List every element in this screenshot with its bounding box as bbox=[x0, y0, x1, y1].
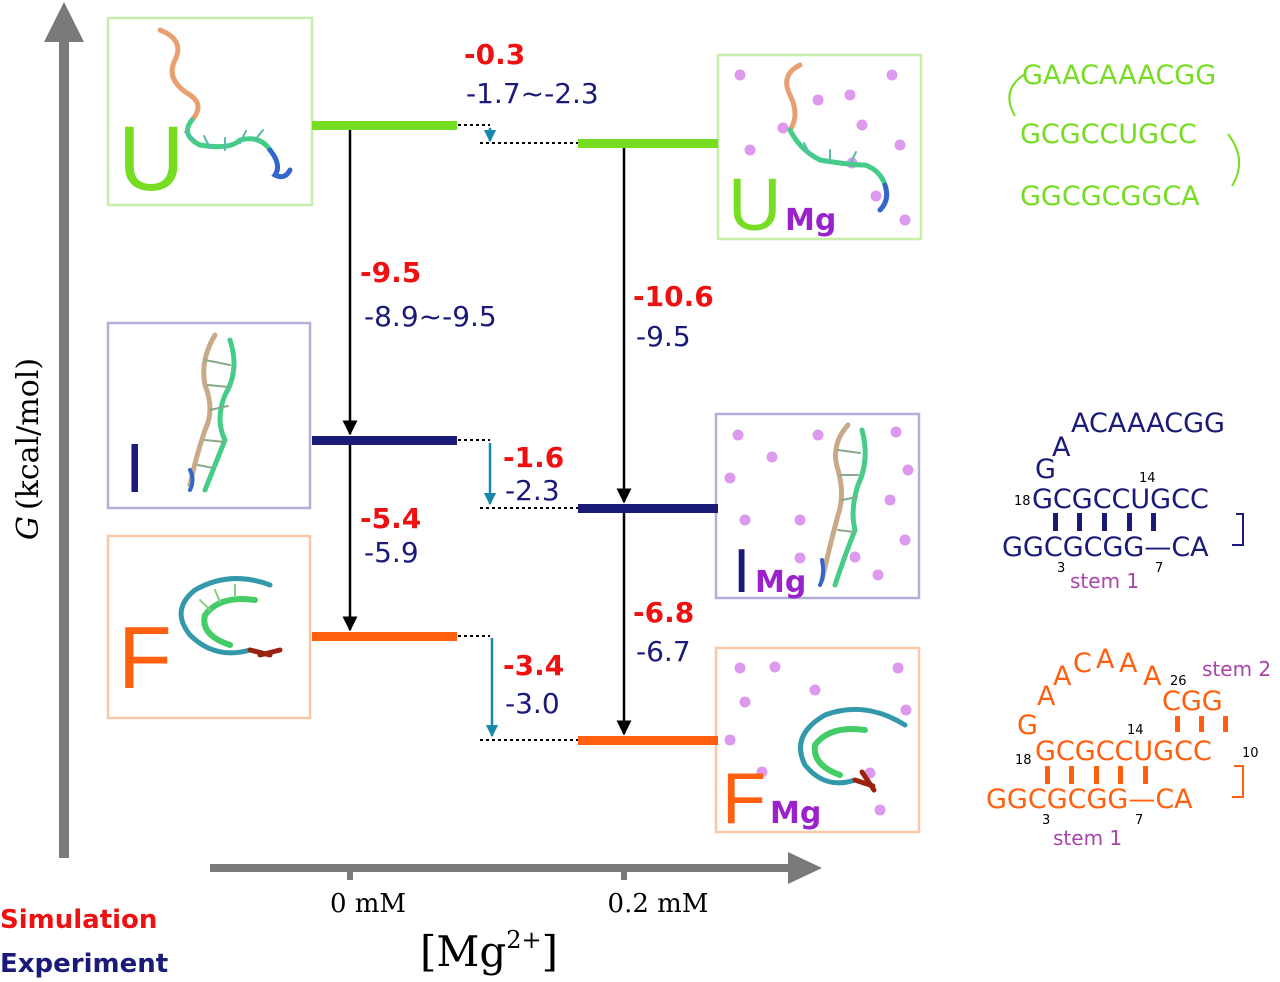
seq-f-loop-5: A bbox=[1119, 648, 1138, 679]
exp-value-mg-shift-u: -1.7~-2.3 bbox=[466, 77, 599, 110]
seq-i-base-pairs bbox=[1053, 513, 1156, 531]
dotted-connectors bbox=[458, 124, 578, 741]
seq-f-loop-1: A bbox=[1037, 681, 1056, 712]
seq-f-num-18: 18 bbox=[1015, 753, 1032, 768]
y-axis-label: G(kcal/mol) bbox=[11, 358, 46, 540]
seq-i-num-18: 18 bbox=[1014, 494, 1031, 509]
seq-u-turn-left bbox=[1008, 73, 1026, 117]
seq-i-turn bbox=[1232, 513, 1244, 546]
seq-f-num-14: 14 bbox=[1127, 723, 1144, 738]
x-axis-label: [Mg2+] bbox=[420, 926, 558, 976]
sim-value-mg-shift-f: -3.4 bbox=[503, 649, 564, 682]
seq-i-bottom-strand: GGCGCGG—CA bbox=[1002, 532, 1209, 563]
seq-i-top-strand: GCGCCUGCC bbox=[1032, 484, 1209, 515]
exp-value-i-to-f-mg: -6.7 bbox=[636, 635, 691, 668]
rna-structure-f-icon bbox=[178, 576, 283, 658]
seq-f-loop-2: A bbox=[1053, 661, 1072, 692]
state-sub-u-mg: Mg bbox=[785, 203, 836, 238]
exp-value-u-to-i-mg: -9.5 bbox=[636, 320, 691, 353]
seq-f-num-3: 3 bbox=[1042, 813, 1050, 828]
exp-value-u-to-i-0mm: -8.9~-9.5 bbox=[364, 300, 497, 333]
x-axis-arrowhead bbox=[788, 852, 822, 884]
state-sub-f-mg: Mg bbox=[770, 796, 821, 831]
x-tick-1 bbox=[621, 872, 627, 880]
rna-structure-i-mg-icon bbox=[818, 422, 868, 588]
state-box-f: F bbox=[106, 534, 312, 720]
y-axis-arrowhead bbox=[44, 2, 84, 42]
seq-i-loop: ACAAACGG bbox=[1071, 408, 1225, 439]
state-label-i: I bbox=[125, 429, 144, 507]
exp-value-mg-shift-f: -3.0 bbox=[505, 687, 560, 720]
sim-value-i-to-f-0mm: -5.4 bbox=[360, 502, 421, 535]
sim-value-i-to-f-mg: -6.8 bbox=[633, 596, 694, 629]
seq-f-stem1-label: stem 1 bbox=[1053, 826, 1122, 850]
seq-f-stem2-pairs bbox=[1175, 716, 1228, 732]
sim-value-mg-shift-i: -1.6 bbox=[503, 441, 564, 474]
seq-f-num-7: 7 bbox=[1135, 813, 1143, 828]
state-box-i: I bbox=[106, 321, 312, 510]
level-i-mg bbox=[578, 504, 718, 513]
x-tick-0 bbox=[347, 872, 353, 880]
rna-structure-f-mg-icon bbox=[798, 706, 908, 793]
rna-structure-u-mg-icon bbox=[784, 62, 890, 213]
state-sub-i-mg: Mg bbox=[755, 565, 806, 600]
rna-structure-i-icon bbox=[187, 332, 237, 493]
mg-ions-f bbox=[724, 661, 912, 816]
level-i-0mm bbox=[312, 436, 457, 445]
state-box-i-mg: I Mg bbox=[714, 412, 921, 606]
rna-structure-u-icon bbox=[157, 27, 293, 180]
seq-i-a: A bbox=[1052, 432, 1071, 463]
legend-simulation: Simulation bbox=[0, 905, 157, 935]
mg-ions-u bbox=[734, 69, 911, 226]
seq-u-line-2: GCGCCUGCC bbox=[1020, 119, 1197, 150]
state-label-u-mg: U bbox=[728, 163, 781, 246]
seq-f-g: G bbox=[1017, 710, 1038, 741]
x-axis bbox=[210, 852, 822, 884]
mg-ions-i bbox=[724, 426, 914, 581]
seq-f-loop-3: C bbox=[1073, 648, 1092, 679]
sequence-intermediate: ACAAACGG A G 14 18 GCGCCUGCC GGCGCGG—CA … bbox=[1002, 408, 1244, 593]
x-tick-label-0: 0 mM bbox=[330, 889, 406, 919]
legend-experiment: Experiment bbox=[0, 949, 168, 979]
sequence-folded: A A C A A A 26 stem 2 CGG G 14 18 GCGCCU… bbox=[986, 644, 1271, 850]
state-box-u-mg: U Mg bbox=[716, 53, 923, 246]
sim-value-u-to-i-0mm: -9.5 bbox=[360, 256, 421, 289]
seq-f-cgg: CGG bbox=[1162, 686, 1223, 717]
seq-f-turn bbox=[1232, 765, 1244, 798]
seq-i-num-7: 7 bbox=[1155, 561, 1163, 576]
sim-value-mg-shift-u: -0.3 bbox=[464, 38, 525, 71]
level-f-0mm bbox=[312, 632, 457, 641]
state-label-f-mg: F bbox=[722, 759, 766, 839]
seq-u-turn-right bbox=[1227, 133, 1240, 187]
x-tick-label-1: 0.2 mM bbox=[608, 889, 709, 919]
sequence-unfolded: GAACAAACGG GCGCCUGCC GGCGCGGCA bbox=[1008, 60, 1240, 212]
seq-i-g: G bbox=[1035, 454, 1056, 485]
seq-f-top-strand: GCGCCUGCC bbox=[1035, 736, 1212, 767]
seq-i-stem1-label: stem 1 bbox=[1070, 569, 1139, 593]
state-label-i-mg: I bbox=[733, 537, 750, 606]
seq-i-num-3: 3 bbox=[1057, 561, 1065, 576]
exp-value-mg-shift-i: -2.3 bbox=[505, 474, 560, 507]
seq-f-num-10: 10 bbox=[1242, 746, 1259, 761]
state-label-f: F bbox=[118, 608, 172, 707]
seq-i-num-14: 14 bbox=[1139, 471, 1156, 486]
state-label-u: U bbox=[118, 108, 184, 210]
y-axis bbox=[44, 2, 84, 858]
seq-u-line-1: GAACAAACGG bbox=[1022, 60, 1216, 91]
level-f-mg bbox=[578, 736, 718, 745]
seq-f-loop-4: A bbox=[1096, 644, 1115, 675]
seq-f-loop-6: A bbox=[1143, 661, 1162, 692]
level-u-0mm bbox=[312, 121, 457, 130]
exp-value-i-to-f-0mm: -5.9 bbox=[364, 536, 419, 569]
seq-f-num-26: 26 bbox=[1170, 674, 1187, 689]
level-u-mg bbox=[578, 139, 718, 148]
state-box-f-mg: F Mg bbox=[714, 646, 921, 839]
seq-f-stem1-pairs bbox=[1045, 766, 1148, 784]
sim-value-u-to-i-mg: -10.6 bbox=[633, 280, 714, 313]
state-box-u: U bbox=[106, 16, 314, 210]
seq-f-bottom-strand: GGCGCGG—CA bbox=[986, 784, 1193, 815]
seq-u-line-3: GGCGCGGCA bbox=[1020, 181, 1200, 212]
seq-f-stem2-label: stem 2 bbox=[1202, 657, 1271, 681]
